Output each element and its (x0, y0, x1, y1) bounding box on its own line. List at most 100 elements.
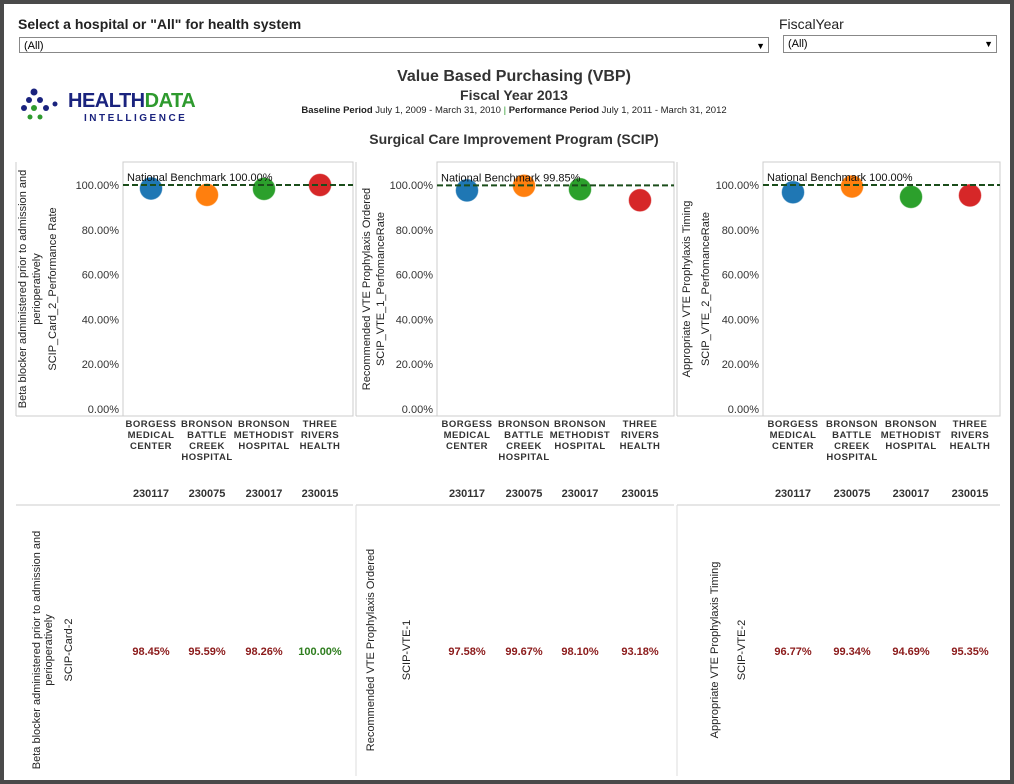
category-label-line: CREEK (506, 441, 542, 452)
fiscal-year-value: (All) (788, 38, 808, 50)
category-label-line: BRONSON (885, 419, 937, 430)
table-value: 93.18% (621, 646, 659, 658)
provider-id: 230075 (506, 488, 543, 500)
category-label-line: BORGESS (125, 419, 176, 430)
category-label-line: MEDICAL (444, 430, 491, 441)
table-value: 95.59% (188, 646, 226, 658)
y-tick-label: 0.00% (88, 404, 119, 416)
table-value: 98.10% (561, 646, 599, 658)
y-tick-label: 40.00% (396, 314, 434, 326)
y-tick-label: 80.00% (396, 225, 434, 237)
category-label: THREE RIVERS HEALTH (300, 419, 341, 452)
category-label-line: CENTER (772, 441, 814, 452)
fiscal-year-select[interactable]: (All) ▼ (783, 35, 997, 53)
logo-dots-icon (21, 88, 58, 120)
hospital-select-value: (All) (24, 40, 44, 52)
category-label-line: HOSPITAL (885, 441, 936, 452)
y-axis-field: SCIP_VTE_2_PerfomanceRate (700, 212, 712, 366)
category-label-line: BRONSON (498, 419, 550, 430)
category-label-line: RIVERS (951, 430, 989, 441)
y-tick-label: 100.00% (390, 180, 434, 192)
category-label: BORGESS MEDICAL CENTER (125, 419, 176, 452)
data-point (568, 177, 592, 202)
provider-id: 230117 (775, 488, 811, 500)
provider-id: 230017 (893, 488, 930, 500)
category-label-line: HEALTH (300, 441, 341, 452)
category-label-line: BRONSON (826, 419, 878, 430)
fiscal-year-label: FiscalYear (779, 16, 844, 32)
logo-intelligence: INTELLIGENCE (84, 113, 188, 124)
data-point (628, 188, 652, 213)
provider-id: 230117 (449, 488, 485, 500)
category-label-line: CREEK (834, 441, 870, 452)
table-measure-label: Recommended VTE Prophylaxis Ordered (365, 549, 377, 751)
section-title: Surgical Care Improvement Program (SCIP) (369, 131, 659, 147)
category-label-line: BATTLE (187, 430, 227, 441)
category-label-line: METHODIST (881, 430, 941, 441)
category-label-line: BRONSON (181, 419, 233, 430)
data-point (139, 176, 163, 201)
table-measure-label: perioperatively (43, 614, 55, 686)
y-axis-title: Appropriate VTE Prophylaxis Timing (681, 201, 693, 378)
category-label-line: BRONSON (238, 419, 290, 430)
y-axis-title: Recommended VTE Prophylaxis Ordered (361, 188, 373, 390)
category-label: THREE RIVERS HEALTH (620, 419, 661, 452)
y-tick-label: 60.00% (396, 270, 434, 282)
category-label: BRONSON BATTLE CREEK HOSPITAL (826, 419, 878, 463)
table-measure-code: SCIP-VTE-1 (401, 620, 413, 681)
category-label-line: BATTLE (832, 430, 872, 441)
provider-id: 230117 (133, 488, 169, 500)
table-measure-label: Beta blocker administered prior to admis… (31, 531, 43, 769)
logo: HEALTHDATA INTELLIGENCE (20, 88, 230, 128)
data-point (899, 184, 923, 209)
category-label: BRONSON METHODIST HOSPITAL (881, 419, 941, 452)
category-label-line: METHODIST (234, 430, 294, 441)
category-label-line: HOSPITAL (238, 441, 289, 452)
category-label-line: BATTLE (504, 430, 544, 441)
y-tick-label: 40.00% (82, 314, 120, 326)
baseline-label: Baseline Period (301, 105, 373, 116)
table-value: 96.77% (774, 646, 812, 658)
category-label-line: CENTER (446, 441, 488, 452)
category-label: BRONSON BATTLE CREEK HOSPITAL (181, 419, 233, 463)
y-tick-label: 100.00% (716, 180, 760, 192)
provider-id: 230015 (622, 488, 659, 500)
category-label-line: THREE (953, 419, 988, 430)
provider-id: 230015 (952, 488, 989, 500)
provider-id: 230075 (189, 488, 226, 500)
hospital-select[interactable]: (All) ▼ (19, 37, 769, 53)
table-value: 100.00% (298, 646, 342, 658)
y-tick-label: 80.00% (722, 225, 760, 237)
category-label-line: THREE (303, 419, 338, 430)
category-label-line: HOSPITAL (181, 452, 232, 463)
provider-id: 230017 (246, 488, 283, 500)
provider-id: 230017 (562, 488, 599, 500)
data-point (252, 176, 276, 201)
category-label-line: HOSPITAL (826, 452, 877, 463)
provider-id: 230015 (302, 488, 339, 500)
performance-value: July 1, 2011 - March 31, 2012 (601, 105, 727, 116)
category-label-line: BORGESS (441, 419, 492, 430)
benchmark-label: National Benchmark 99.85% (441, 172, 581, 184)
table-value: 99.67% (505, 646, 543, 658)
category-label-line: RIVERS (621, 430, 659, 441)
data-point (958, 183, 982, 208)
category-label-line: BORGESS (767, 419, 818, 430)
data-point (840, 174, 864, 199)
logo-health: HEALTH (68, 90, 145, 112)
table-measure-code: SCIP-VTE-2 (736, 620, 748, 681)
y-tick-label: 60.00% (722, 270, 760, 282)
y-axis-field: SCIP_VTE_1_PerfomanceRate (375, 212, 387, 366)
table-value: 98.26% (245, 646, 283, 658)
y-tick-label: 20.00% (722, 359, 760, 371)
category-label-line: HEALTH (620, 441, 661, 452)
chevron-down-icon: ▼ (756, 41, 765, 51)
page-title: Value Based Purchasing (VBP) (397, 68, 631, 85)
category-label-line: HEALTH (950, 441, 991, 452)
y-axis-title: perioperatively (31, 253, 43, 325)
benchmark-label: National Benchmark 100.00% (767, 172, 913, 184)
data-point (781, 180, 805, 205)
category-label-line: MEDICAL (770, 430, 817, 441)
separator: | (503, 105, 507, 116)
data-point (195, 182, 219, 207)
